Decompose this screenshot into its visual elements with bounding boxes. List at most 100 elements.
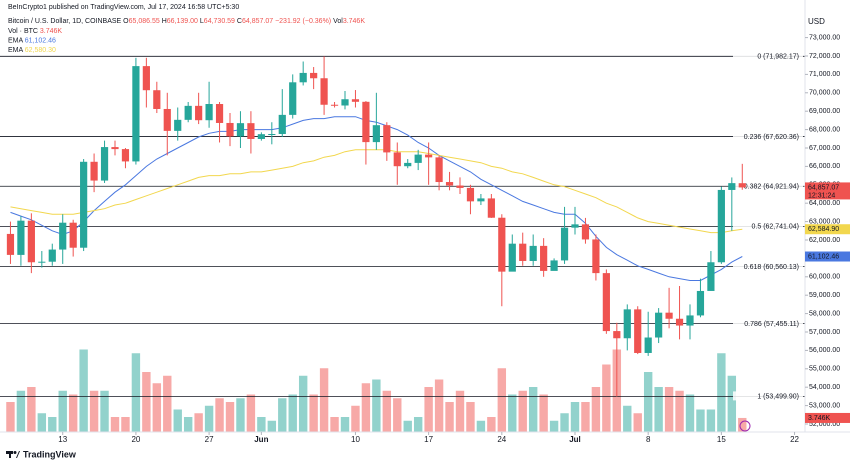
y-tick-label: 55,000.00 — [809, 366, 840, 373]
legend-text: 65,086.55 — [129, 18, 160, 25]
volume-bar — [560, 413, 569, 432]
candle-body — [717, 189, 725, 263]
fib-label: 0.382 (64,921.94) — [744, 184, 799, 191]
volume-bar — [643, 372, 653, 432]
fib-label-bg — [733, 391, 803, 401]
candle-body — [613, 331, 621, 339]
volume-bar — [717, 353, 726, 432]
candle-body — [289, 82, 297, 115]
volume-bar — [173, 409, 182, 432]
volume-bar — [528, 387, 538, 432]
volume-bar — [131, 353, 141, 432]
candle-body — [696, 290, 705, 316]
volume-bar — [466, 402, 475, 432]
fib-label: 0.236 (67,620.36) — [744, 134, 799, 141]
legend-key: C — [237, 18, 242, 25]
candle-body — [362, 101, 370, 143]
volume-bar — [37, 413, 47, 432]
legend-key: Vol — [333, 18, 343, 25]
legend-text: 66,139.00 — [167, 18, 198, 25]
volume-bar — [393, 398, 402, 432]
legend-text: 3.746K — [40, 28, 63, 35]
y-tick-label: 52,000.00 — [809, 421, 840, 428]
volume-bar — [204, 405, 214, 432]
volume-bar — [236, 398, 245, 432]
candle-body — [529, 245, 537, 261]
volume-bar — [518, 390, 527, 432]
volume-bar — [361, 383, 371, 432]
candle-body — [571, 224, 579, 228]
candle-body — [38, 261, 46, 263]
candle-body — [519, 243, 527, 261]
x-tick-label: 17 — [424, 435, 433, 444]
candle-body — [466, 187, 475, 202]
candle-body — [257, 134, 265, 139]
candle-body — [278, 114, 286, 135]
candle-body — [80, 161, 88, 248]
legend-text: 64,857.07 — [242, 18, 273, 25]
candle-body — [6, 233, 15, 255]
candle-body — [205, 104, 213, 121]
volume-bar — [298, 375, 308, 432]
volume-bar — [27, 387, 36, 432]
candle-body — [383, 125, 391, 153]
x-tick-label: 15 — [717, 435, 726, 444]
volume-bar — [288, 394, 297, 432]
candle-body — [456, 185, 464, 188]
volume-bar — [487, 417, 496, 432]
legend-text: −231.92 (−0.36%) — [275, 18, 331, 25]
candle-body — [320, 78, 328, 105]
legend-text: 62,580.30 — [25, 47, 56, 54]
volume-bar — [58, 390, 67, 432]
candle-body — [236, 123, 245, 137]
fib-label-bg — [733, 181, 803, 191]
fib-label-bg — [733, 51, 803, 61]
candle-body — [372, 125, 380, 143]
price-label-bg — [805, 182, 850, 200]
price-label-bg — [805, 251, 850, 262]
volume-bar — [424, 387, 433, 432]
y-tick-label: 57,000.00 — [809, 329, 840, 336]
legend-text: EMA — [8, 37, 24, 44]
volume-bar — [664, 387, 674, 432]
candle-body — [487, 198, 495, 218]
y-tick-label: 63,000.00 — [809, 218, 840, 225]
candle-body — [560, 227, 569, 261]
candle-body — [623, 309, 631, 339]
candle-body — [738, 183, 746, 188]
y-tick-label: 70,000.00 — [809, 90, 840, 97]
volume-bar — [738, 417, 747, 432]
candle-body — [268, 134, 276, 136]
legend-text: 3.746K — [343, 18, 366, 25]
volume-bar — [194, 413, 203, 432]
price-label: 62,584.90 — [808, 226, 839, 233]
candle-body — [121, 149, 130, 162]
footer-logo — [6, 451, 20, 458]
candle-body — [310, 72, 318, 79]
fib-label-bg — [733, 261, 803, 271]
y-tick-label: 66,000.00 — [809, 163, 840, 170]
volume-bar — [351, 405, 360, 432]
volume-bar — [476, 420, 486, 432]
volume-bar — [623, 405, 632, 432]
candle-body — [111, 147, 119, 150]
volume-bar — [633, 413, 642, 432]
legend-text: Vol · BTC — [8, 28, 38, 35]
volume-bar — [110, 417, 120, 432]
x-tick-label: 20 — [131, 435, 140, 444]
fib-label: 0 (71,982.17) — [757, 54, 799, 61]
y-tick-label: 56,000.00 — [809, 347, 840, 354]
volume-bar — [403, 420, 412, 432]
fib-label: 0.5 (62,741.04) — [752, 224, 799, 231]
fib-label: 0.618 (60,560.13) — [744, 264, 799, 271]
axes-layer: 52,000.00 53,000.00 54,000.00 55,000.00 56,0… — [58, 34, 850, 444]
candle-body — [675, 318, 684, 326]
candle-body — [330, 104, 339, 106]
candle-body — [27, 220, 35, 263]
candle-layer — [6, 56, 746, 397]
legend-text: Bitcoin / U.S. Dollar, 1D, COINBASE — [8, 18, 122, 25]
candle-body — [686, 315, 694, 326]
fib-label-bg — [733, 131, 803, 141]
volume-bar — [685, 394, 695, 432]
